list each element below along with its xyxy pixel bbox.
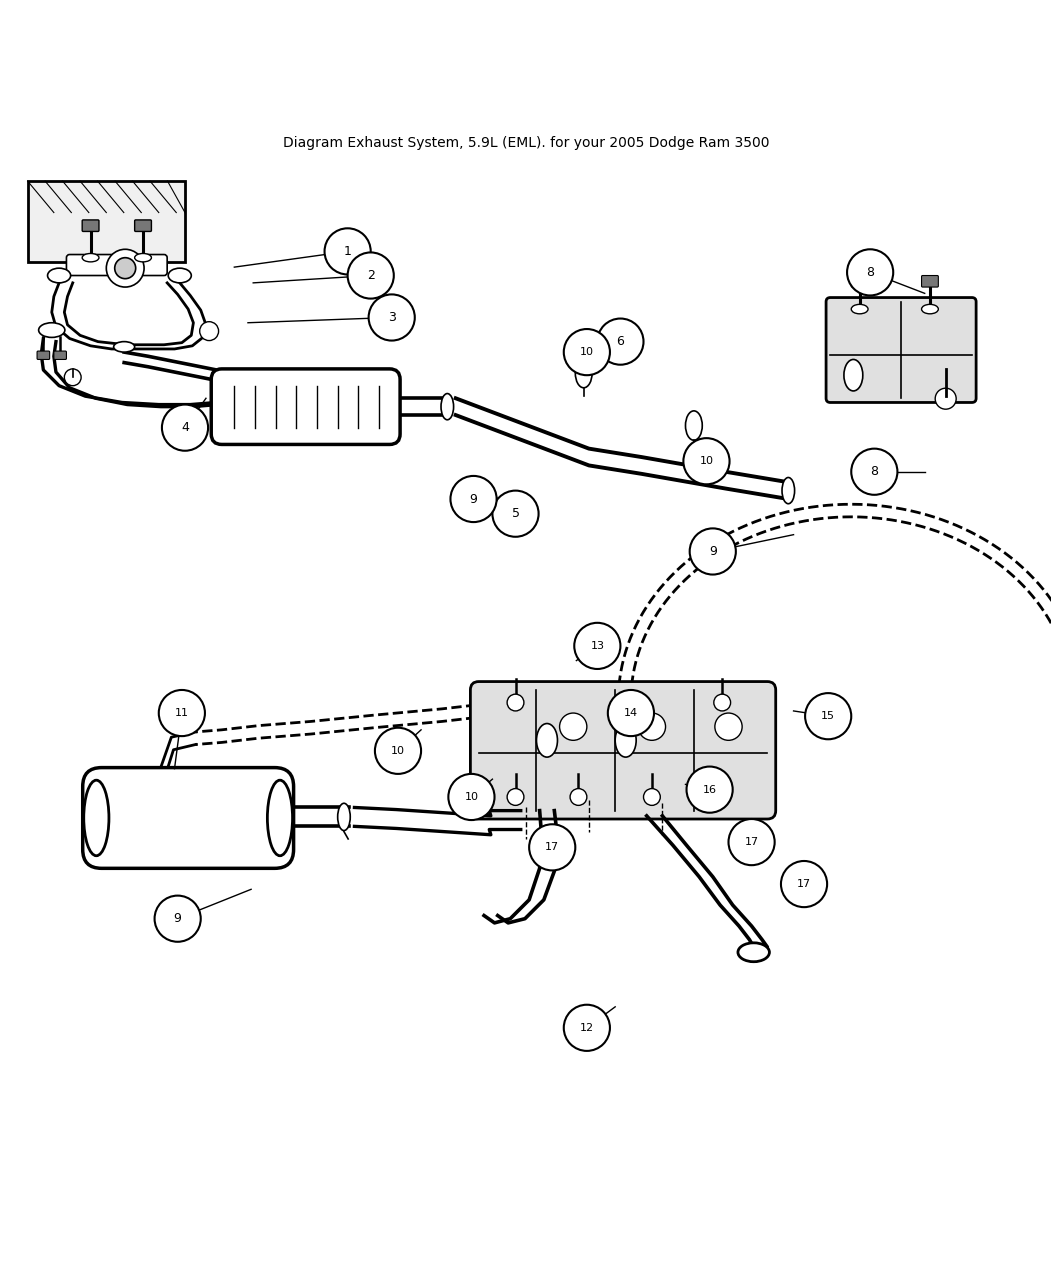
Circle shape bbox=[507, 789, 524, 806]
Circle shape bbox=[714, 789, 730, 806]
FancyBboxPatch shape bbox=[83, 768, 294, 868]
FancyBboxPatch shape bbox=[826, 297, 976, 403]
Text: 17: 17 bbox=[745, 838, 758, 847]
Circle shape bbox=[598, 319, 644, 365]
Ellipse shape bbox=[782, 478, 794, 504]
Circle shape bbox=[847, 250, 893, 296]
Ellipse shape bbox=[135, 254, 151, 261]
FancyBboxPatch shape bbox=[135, 219, 151, 232]
Circle shape bbox=[560, 713, 587, 741]
Ellipse shape bbox=[737, 942, 769, 961]
Text: 16: 16 bbox=[703, 784, 716, 794]
Text: 14: 14 bbox=[624, 708, 638, 718]
Circle shape bbox=[159, 690, 205, 736]
Circle shape bbox=[715, 713, 742, 741]
Ellipse shape bbox=[84, 780, 109, 856]
Text: 10: 10 bbox=[700, 456, 713, 467]
Ellipse shape bbox=[47, 268, 70, 283]
Circle shape bbox=[106, 250, 144, 287]
Circle shape bbox=[368, 295, 414, 340]
Text: 15: 15 bbox=[822, 711, 835, 722]
Circle shape bbox=[570, 789, 587, 806]
Circle shape bbox=[325, 228, 370, 274]
Text: 4: 4 bbox=[181, 421, 189, 435]
Ellipse shape bbox=[922, 305, 938, 314]
Text: 17: 17 bbox=[545, 843, 560, 853]
Ellipse shape bbox=[851, 305, 868, 314]
Circle shape bbox=[507, 694, 524, 711]
Text: 10: 10 bbox=[580, 347, 594, 357]
Circle shape bbox=[200, 321, 219, 340]
Text: 9: 9 bbox=[174, 912, 182, 926]
Circle shape bbox=[608, 690, 654, 736]
FancyBboxPatch shape bbox=[851, 275, 868, 287]
Circle shape bbox=[450, 476, 497, 521]
Text: 8: 8 bbox=[866, 266, 874, 279]
Ellipse shape bbox=[686, 411, 703, 440]
Circle shape bbox=[492, 491, 539, 537]
FancyBboxPatch shape bbox=[37, 351, 49, 360]
Circle shape bbox=[851, 449, 897, 495]
Ellipse shape bbox=[537, 723, 558, 757]
Ellipse shape bbox=[441, 394, 453, 419]
Circle shape bbox=[684, 439, 729, 484]
FancyBboxPatch shape bbox=[470, 682, 775, 819]
Text: 2: 2 bbox=[367, 269, 375, 282]
Ellipse shape bbox=[575, 358, 592, 388]
Circle shape bbox=[115, 258, 136, 279]
Circle shape bbox=[564, 329, 610, 375]
Circle shape bbox=[564, 1005, 610, 1051]
Circle shape bbox=[687, 766, 732, 812]
Circle shape bbox=[639, 713, 666, 741]
Circle shape bbox=[64, 368, 81, 385]
Text: 6: 6 bbox=[616, 335, 625, 348]
Circle shape bbox=[781, 861, 827, 907]
Text: Diagram Exhaust System, 5.9L (EML). for your 2005 Dodge Ram 3500: Diagram Exhaust System, 5.9L (EML). for … bbox=[283, 136, 769, 150]
Text: 9: 9 bbox=[709, 544, 716, 558]
Text: 8: 8 bbox=[870, 465, 878, 478]
Circle shape bbox=[375, 728, 421, 774]
Text: 17: 17 bbox=[797, 878, 811, 889]
FancyBboxPatch shape bbox=[211, 368, 400, 445]
Text: 11: 11 bbox=[175, 708, 189, 718]
Text: 13: 13 bbox=[590, 641, 604, 652]
FancyBboxPatch shape bbox=[27, 181, 185, 261]
Ellipse shape bbox=[168, 268, 191, 283]
Text: 10: 10 bbox=[391, 746, 405, 756]
Circle shape bbox=[155, 895, 201, 942]
Ellipse shape bbox=[39, 323, 65, 338]
Ellipse shape bbox=[338, 803, 350, 830]
FancyBboxPatch shape bbox=[922, 275, 938, 287]
Ellipse shape bbox=[615, 723, 636, 757]
Text: 3: 3 bbox=[388, 311, 396, 324]
Text: 1: 1 bbox=[344, 245, 351, 258]
Ellipse shape bbox=[114, 342, 135, 352]
Text: 10: 10 bbox=[464, 792, 479, 802]
Circle shape bbox=[805, 694, 851, 739]
Text: 9: 9 bbox=[469, 492, 478, 505]
Circle shape bbox=[714, 694, 730, 711]
FancyBboxPatch shape bbox=[54, 351, 66, 360]
FancyBboxPatch shape bbox=[82, 219, 99, 232]
Ellipse shape bbox=[267, 780, 292, 856]
Circle shape bbox=[690, 528, 735, 575]
FancyBboxPatch shape bbox=[66, 255, 167, 275]
Circle shape bbox=[162, 404, 208, 451]
Circle shape bbox=[448, 774, 494, 820]
Ellipse shape bbox=[82, 254, 99, 261]
Ellipse shape bbox=[844, 360, 863, 391]
Circle shape bbox=[644, 789, 661, 806]
Circle shape bbox=[935, 388, 956, 409]
Text: 5: 5 bbox=[511, 507, 520, 520]
Circle shape bbox=[529, 824, 575, 871]
Text: 12: 12 bbox=[580, 1023, 594, 1033]
Circle shape bbox=[728, 819, 774, 866]
Circle shape bbox=[574, 622, 621, 669]
Circle shape bbox=[347, 252, 393, 298]
